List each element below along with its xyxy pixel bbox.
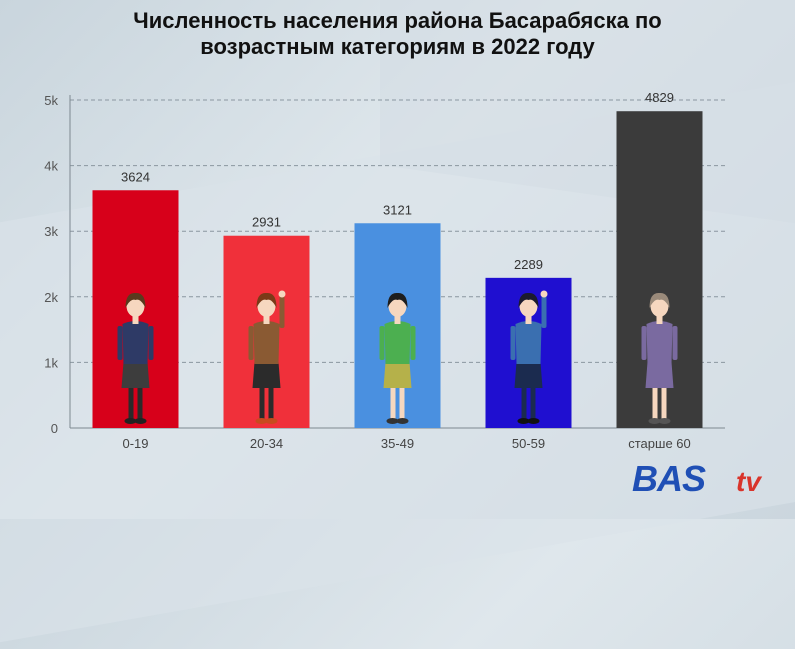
y-tick-label: 2k <box>44 290 58 305</box>
logo-bas-text: BAS <box>632 458 706 499</box>
y-tick-label: 5k <box>44 93 58 108</box>
woman-figure-icon <box>379 292 416 424</box>
elderly-woman-figure-icon <box>641 292 678 424</box>
young-man-figure-icon <box>248 290 286 424</box>
chart-title-line1: Численность населения района Басарабяска… <box>133 8 662 33</box>
x-tick-label: 50-59 <box>512 436 545 451</box>
x-tick-label: 0-19 <box>122 436 148 451</box>
value-label: 2289 <box>514 257 543 272</box>
x-tick-label: 35-49 <box>381 436 414 451</box>
value-label: 3624 <box>121 169 150 184</box>
bar-chart: 0 1k 2k 3k 4k 5k 3624 0-19 2931 20-34 3121 35-49 228… <box>44 90 725 451</box>
man-glasses-figure-icon <box>510 290 548 424</box>
value-label: 4829 <box>645 90 674 105</box>
chart-title-line2: возрастным категориям в 2022 году <box>200 34 595 59</box>
y-tick-label: 3k <box>44 224 58 239</box>
value-label: 3121 <box>383 202 412 217</box>
chart-title: Численность населения района Басарабяска… <box>0 8 795 60</box>
y-tick-label: 0 <box>51 421 58 436</box>
girl-figure-icon <box>117 292 154 424</box>
y-tick-label: 4k <box>44 159 58 174</box>
bastv-logo: BAS tv <box>632 458 782 499</box>
value-label: 2931 <box>252 215 281 230</box>
x-tick-label: старше 60 <box>628 436 691 451</box>
x-tick-label: 20-34 <box>250 436 283 451</box>
logo-tv-text: tv <box>736 466 761 497</box>
y-tick-label: 1k <box>44 355 58 370</box>
